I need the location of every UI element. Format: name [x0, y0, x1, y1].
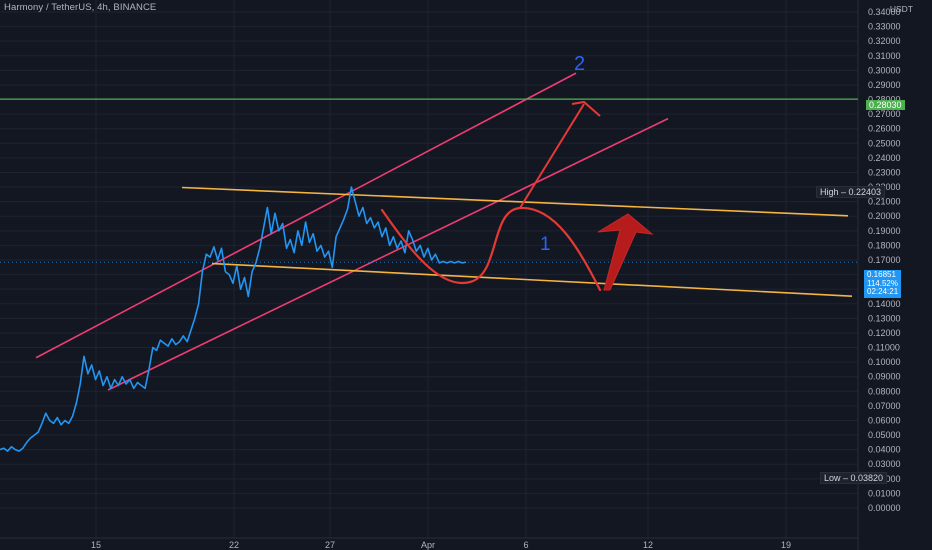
y-tick-label: 0.25000 — [868, 138, 901, 148]
y-tick-label: 0.11000 — [868, 343, 900, 353]
bullish-arrow-shape — [597, 213, 654, 291]
high-label-text: High — [820, 187, 839, 197]
channel-upper-line — [35, 72, 577, 359]
y-tick-label: 0.17000 — [868, 255, 901, 265]
y-tick-label: 0.31000 — [868, 51, 901, 61]
y-tick-label: 0.18000 — [868, 240, 901, 250]
current-price-countdown: 02:24:21 — [867, 287, 899, 296]
x-tick-label: 12 — [643, 540, 653, 550]
currency-label: USDT — [889, 4, 913, 14]
y-tick-label: 0.09000 — [868, 372, 901, 382]
annotation-scenario-2: 2 — [574, 53, 585, 75]
y-tick-label: 0.29000 — [868, 80, 901, 90]
y-tick-label: 0.20000 — [868, 211, 901, 221]
symbol-title: Harmony / TetherUS, 4h, BINANCE — [4, 2, 157, 13]
y-tick-label: 0.27000 — [868, 109, 901, 119]
projection-layer — [380, 100, 654, 292]
y-tick-label: 0.07000 — [868, 401, 901, 411]
channel-lower-line — [107, 117, 669, 391]
y-tick-label: 0.32000 — [868, 36, 901, 46]
drawings-layer — [0, 72, 858, 391]
low-label-text: Low — [824, 473, 841, 483]
y-tick-label: 0.13000 — [868, 313, 901, 323]
x-tick-label: 22 — [229, 540, 239, 550]
y-tick-label: 0.26000 — [868, 124, 901, 134]
range-upper-line — [181, 186, 849, 217]
current-price-change: 114.52% — [867, 278, 898, 288]
y-tick-label: 0.28000 — [868, 95, 901, 105]
annotation-scenario-1: 1 — [540, 234, 551, 255]
y-tick-label: 0.12000 — [868, 328, 901, 338]
y-tick-label: 0.23000 — [868, 167, 901, 177]
projection-arrow-shaft — [519, 103, 585, 209]
x-tick-label: Apr — [421, 540, 435, 550]
y-axis: 0.34000 0.33000 0.32000 0.31000 0.30000 0.290… — [868, 7, 901, 513]
high-label-tag: High – 0.22403 — [816, 186, 886, 198]
y-tick-label: 0.08000 — [868, 386, 901, 396]
y-tick-label: 0.19000 — [868, 226, 901, 236]
low-label-tag: Low – 0.03820 — [820, 472, 888, 484]
y-tick-label: 0.24000 — [868, 153, 901, 163]
y-tick-label: 0.14000 — [868, 299, 901, 309]
projection-arrowhead — [571, 100, 601, 117]
low-label-value: 0.03820 — [850, 473, 884, 483]
y-tick-label: 0.01000 — [868, 488, 901, 498]
high-label-value: 0.22403 — [848, 187, 882, 197]
current-price-tag: 0.16851 114.52% 02:24:21 — [864, 270, 902, 298]
range-lower-line — [211, 262, 853, 297]
y-tick-label: 0.04000 — [868, 445, 901, 455]
x-tick-label: 15 — [91, 540, 101, 550]
price-series-layer — [0, 186, 858, 452]
y-tick-label: 0.34000 — [868, 7, 901, 17]
x-tick-label: 19 — [781, 540, 791, 550]
resistance-price-tag: 0.28030 — [866, 100, 905, 110]
y-tick-label: 0.03000 — [868, 459, 901, 469]
projection-curve — [380, 206, 602, 292]
y-tick-label: 0.00000 — [868, 503, 901, 513]
x-axis: 15 22 27 Apr 6 12 19 — [0, 0, 859, 550]
x-tick-label: 6 — [523, 540, 528, 550]
current-price-value: 0.16851 — [867, 270, 896, 279]
y-tick-label: 0.05000 — [868, 430, 901, 440]
y-tick-label: 0.30000 — [868, 65, 901, 75]
y-tick-label: 0.10000 — [868, 357, 901, 367]
y-tick-label: 0.06000 — [868, 415, 901, 425]
x-tick-label: 27 — [325, 540, 335, 550]
price-line — [0, 186, 467, 452]
y-tick-label: 0.33000 — [868, 22, 901, 32]
y-tick-label: 0.21000 — [868, 197, 901, 207]
